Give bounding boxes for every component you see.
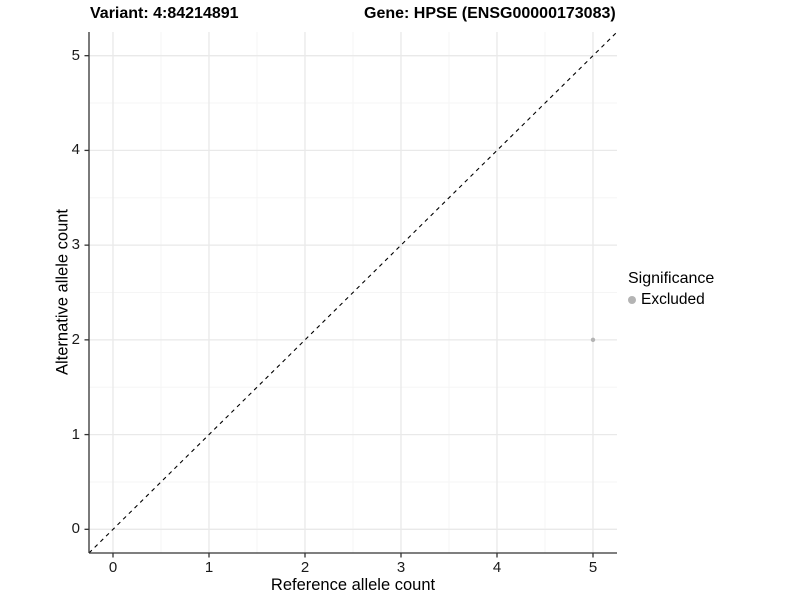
x-tick-label: 1	[204, 559, 214, 576]
y-tick-label: 0	[71, 520, 80, 538]
y-axis-title: Alternative allele count	[53, 208, 72, 376]
legend-title: Significance	[628, 270, 715, 287]
x-tick-label: 5	[588, 559, 598, 576]
y-tick-label: 5	[71, 46, 80, 64]
x-tick-label: 2	[300, 559, 310, 576]
x-axis-title: Reference allele count	[270, 576, 436, 594]
x-tick-label: 3	[396, 559, 406, 576]
y-tick-label: 3	[71, 236, 80, 254]
x-tick-label: 0	[108, 559, 118, 576]
identity-line	[88, 31, 618, 554]
legend-item-label: Excluded	[641, 291, 705, 308]
legend: Significance Excluded	[628, 270, 714, 309]
y-tick-label: 1	[71, 425, 80, 443]
chart-title-variant: Variant: 4:84214891	[90, 5, 239, 22]
legend-item-excluded: Excluded	[628, 291, 714, 309]
legend-point-icon	[628, 296, 636, 304]
chart-title-gene: Gene: HPSE (ENSG00000173083)	[364, 5, 616, 22]
x-tick-label: 4	[492, 559, 502, 576]
y-tick-label: 2	[71, 330, 80, 348]
y-tick-label: 4	[71, 141, 80, 159]
data-point	[590, 337, 596, 343]
